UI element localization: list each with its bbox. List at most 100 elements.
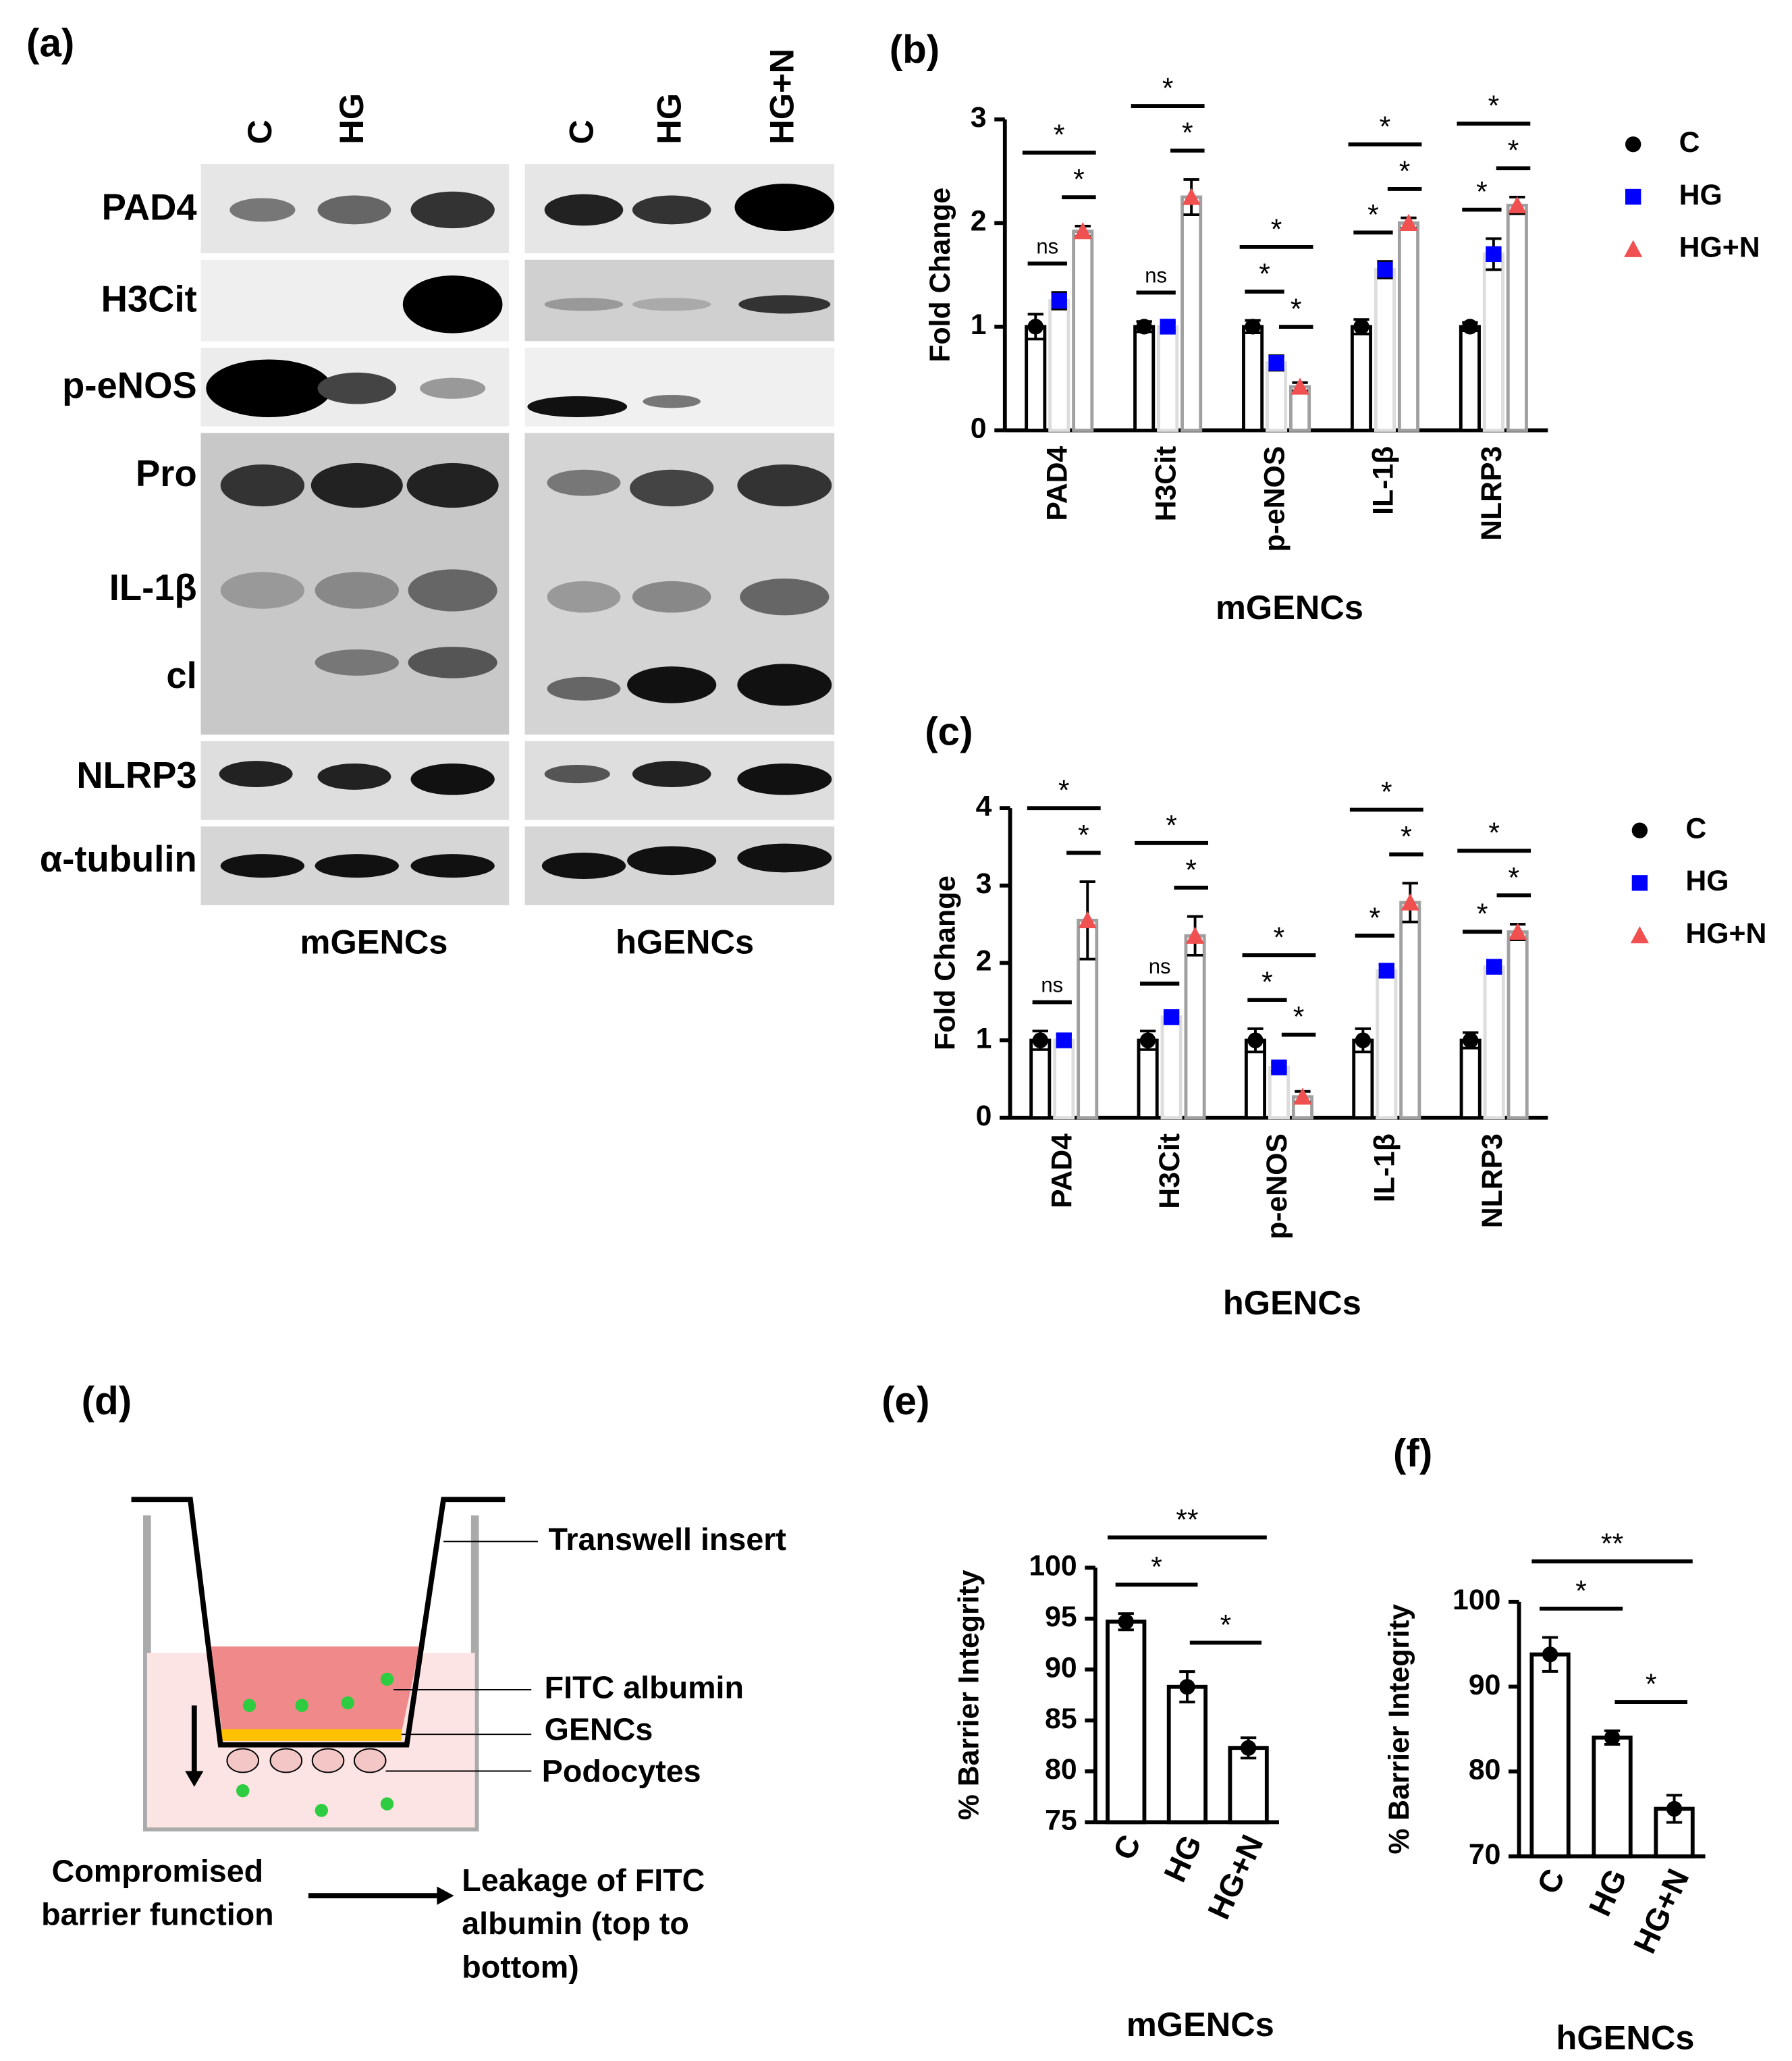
y-axis-label: % Barrier Integrity [1383,1604,1415,1854]
significance-label: * [1575,1575,1587,1607]
bar [1529,1652,1571,1858]
significance-label: ns [1149,955,1171,978]
significance-label: * [1476,176,1488,209]
data-point [1631,875,1648,891]
significance-label: * [1508,861,1519,894]
data-point [1666,1800,1683,1817]
y-axis-label: Fold Change [929,876,962,1050]
lane-label: C [562,119,600,144]
data-point [1179,1679,1195,1695]
legend-label: HG+N [1685,917,1766,950]
data-point [1355,1032,1371,1048]
row-label: IL-1β [109,567,197,608]
data-point [1247,1032,1264,1048]
significance-label: * [1508,134,1519,167]
significance-label: ns [1041,973,1063,996]
bar [1137,1038,1159,1120]
row-label: p-eNOS [62,365,197,406]
significance-label: ns [1036,234,1058,258]
data-point [1625,136,1641,153]
y-tick-label: 1 [976,1022,992,1054]
data-point [1463,1032,1479,1048]
x-tick-label: HG [1157,1829,1209,1887]
significance-label: ** [1601,1528,1623,1560]
diagram-caption: barrier function [41,1897,274,1932]
row-label: H3Cit [101,278,197,319]
bar [1106,1620,1147,1825]
significance-label: * [1488,817,1500,849]
row-label: cl [166,655,196,696]
y-tick-label: 0 [971,412,987,445]
y-tick-label: 2 [971,205,987,238]
significance-label: * [1151,1551,1162,1583]
legend-label: HG+N [1679,232,1760,264]
panel-label: (a) [26,21,74,65]
diagram-label: FITC albumin [545,1669,744,1705]
y-tick-label: 75 [1045,1804,1077,1837]
significance-label: * [1162,72,1174,105]
transwell-diagram [131,1497,538,1905]
data-point [1245,319,1261,335]
data-point [1163,1009,1180,1025]
data-point [1240,1740,1257,1756]
x-tick-label: HG+N [1627,1864,1695,1959]
bar [1374,268,1396,432]
diagram-label: Podocytes [542,1754,701,1789]
y-tick-label: 100 [1452,1584,1500,1616]
bar [1459,1038,1482,1120]
row-label: Pro [136,453,197,494]
bar [1506,930,1529,1120]
y-tick-label: 70 [1469,1838,1501,1871]
bar [1397,221,1419,432]
legend-label: HG [1685,865,1729,897]
panel-label: (d) [82,1379,132,1423]
data-point [1631,822,1648,838]
x-tick-label: C [1106,1829,1147,1865]
bar [1350,325,1373,432]
significance-label: * [1259,258,1270,290]
bar [1376,969,1398,1120]
row-label: NLRP3 [76,755,196,796]
y-tick-label: 80 [1469,1753,1501,1786]
y-tick-label: 95 [1045,1601,1077,1633]
blot-background [200,163,835,905]
bar [1180,195,1203,432]
significance-label: * [1054,119,1065,151]
y-tick-label: 90 [1469,1669,1501,1701]
diagram-caption: bottom) [462,1949,578,1984]
bar [1053,1038,1075,1120]
bar [1399,901,1421,1120]
legend-label: C [1679,126,1700,159]
lane-label: HG [650,93,688,144]
row-label: PAD4 [102,186,197,227]
data-point [1542,1647,1558,1663]
x-tick-label: HG+N [1201,1829,1270,1925]
data-point [1073,222,1092,240]
bar [1266,361,1288,432]
x-tick-label: NLRP3 [1475,446,1508,541]
y-tick-label: 4 [976,790,992,822]
data-point [1378,963,1394,979]
diagram-label: GENCs [545,1712,653,1747]
data-point [1271,1059,1287,1075]
significance-label: * [1058,774,1070,807]
significance-label: * [1261,966,1273,998]
lane-label: C [240,119,279,144]
significance-label: ** [1176,1503,1198,1536]
x-tick-label: C [1530,1864,1571,1899]
data-point [1118,1613,1134,1630]
y-tick-label: 80 [1045,1753,1077,1786]
bar [1482,252,1504,432]
data-point [1486,959,1502,975]
data-point [1078,911,1097,929]
legend-label: HG [1679,179,1722,211]
bar [1029,1038,1052,1120]
y-tick-label: 3 [976,867,992,900]
data-point [1032,1032,1048,1048]
data-point [1182,188,1201,205]
significance-label: * [1367,198,1379,231]
bar [1157,325,1179,432]
data-point [1624,240,1643,257]
